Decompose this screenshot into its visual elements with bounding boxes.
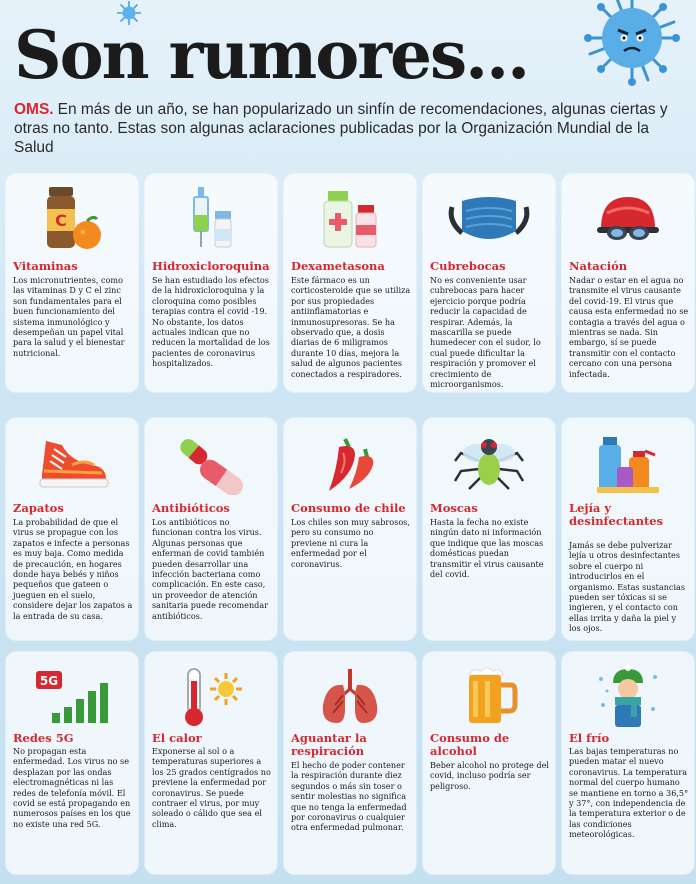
card-title: Dexametasona <box>291 259 385 273</box>
card-text: La probabilidad de que el virus se propa… <box>13 517 133 621</box>
header: Son rumores... <box>14 10 614 100</box>
card-title: Redes 5G <box>13 731 74 745</box>
card-moscas: Moscas Hasta la fecha no existe ningún d… <box>423 418 555 640</box>
lungs-icon <box>284 662 416 732</box>
sneaker-icon <box>6 428 138 498</box>
card-title: Natación <box>569 259 628 273</box>
angry-virus-icon <box>584 0 680 86</box>
card-text: Beber alcohol no protege del covid, incl… <box>430 760 549 791</box>
card-alcohol: Consumo de alcohol Beber alcohol no prot… <box>423 652 555 874</box>
page-title: Son rumores... <box>14 16 530 94</box>
small-virus-icon <box>117 1 141 25</box>
card-title: Cubrebocas <box>430 259 506 273</box>
card-hidroxicloroquina: Hidroxicloroquina Se han estudiado los e… <box>145 174 277 392</box>
svg-text:C: C <box>55 211 67 230</box>
card-text: Los chiles son muy sabrosos, pero su con… <box>291 517 410 569</box>
source-label: OMS. <box>14 101 54 118</box>
face-mask-icon <box>423 184 555 254</box>
card-text: Las bajas temperaturas no pueden matar e… <box>569 746 689 840</box>
card-aguantar-respiracion: Aguantar la respiración El hecho de pode… <box>284 652 416 874</box>
svg-text:5G: 5G <box>40 674 58 688</box>
card-text: Este fármaco es un corticosteroide que s… <box>291 275 411 379</box>
card-zapatos: Zapatos La probabilidad de que el virus … <box>6 418 138 640</box>
chili-peppers-icon <box>284 428 416 498</box>
card-text: Los antibióticos no funcionan contra los… <box>152 517 269 621</box>
card-title: Zapatos <box>13 501 64 515</box>
vitamin-c-bottle-orange-icon: C <box>6 184 138 254</box>
fly-icon <box>423 428 555 498</box>
card-dexametasona: Dexametasona Este fármaco es un corticos… <box>284 174 416 392</box>
card-vitaminas: C Vitaminas Los micronutrientes, como la… <box>6 174 138 392</box>
card-title: Antibióticos <box>152 501 230 515</box>
card-text: Exponerse al sol o a temperaturas superi… <box>152 746 271 829</box>
card-text: Se han estudiado los efectos de la hidro… <box>152 275 270 369</box>
lead-paragraph: OMS. En más de un año, se han popularizad… <box>14 100 686 157</box>
cleaning-products-icon <box>562 428 694 498</box>
card-text: Hasta la fecha no existe ningún dato ni … <box>430 517 544 580</box>
5g-signal-icon: 5G <box>6 662 138 732</box>
beer-mug-icon <box>423 662 555 732</box>
card-redes-5g: 5G Redes 5G No propagan esta enfermedad.… <box>6 652 138 874</box>
swim-cap-goggles-icon <box>562 184 694 254</box>
card-title: Consumo de chile <box>291 501 406 515</box>
card-text: Los micronutrientes, como las vitaminas … <box>13 275 125 358</box>
card-text: El hecho de poder contener la respiració… <box>291 760 407 833</box>
winter-person-icon <box>562 662 694 732</box>
card-lejia: Lejía y desinfectantes Jamás se debe pul… <box>562 418 694 640</box>
card-natacion: Natación Nadar o estar en el agua no tra… <box>562 174 694 392</box>
card-antibioticos: Antibióticos Los antibióticos no funcion… <box>145 418 277 640</box>
medicine-bottles-icon <box>284 184 416 254</box>
card-text: No es conveniente usar cubrebocas para h… <box>430 275 541 390</box>
card-el-frio: El frío Las bajas temperaturas no pueden… <box>562 652 694 874</box>
card-title: Lejía y desinfectantes <box>569 501 664 528</box>
lead-text: En más de un año, se han popularizado un… <box>14 101 668 156</box>
card-title: Moscas <box>430 501 478 515</box>
card-title: Vitaminas <box>13 259 78 273</box>
card-text: Nadar o estar en el agua no transmite el… <box>569 275 689 379</box>
card-el-calor: El calor Exponerse al sol o a temperatur… <box>145 652 277 874</box>
card-title: Hidroxicloroquina <box>152 259 270 273</box>
card-title: Aguantar la respiración <box>291 731 367 758</box>
thermometer-sun-icon <box>145 662 277 732</box>
card-chile: Consumo de chile Los chiles son muy sabr… <box>284 418 416 640</box>
card-text: Jamás se debe pulverizar lejía u otros d… <box>569 540 686 634</box>
card-title: El frío <box>569 731 610 745</box>
pill-capsules-icon <box>145 428 277 498</box>
syringe-vial-icon <box>145 184 277 254</box>
card-text: No propagan esta enfermedad. Los virus n… <box>13 746 131 829</box>
card-cubrebocas: Cubrebocas No es conveniente usar cubreb… <box>423 174 555 392</box>
card-title: Consumo de alcohol <box>430 731 510 758</box>
card-title: El calor <box>152 731 202 745</box>
